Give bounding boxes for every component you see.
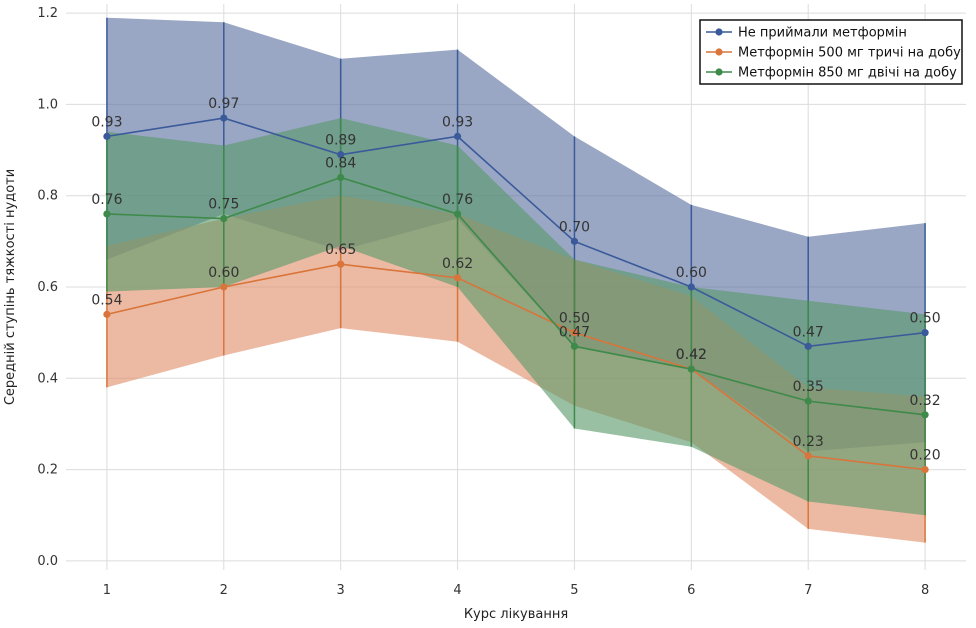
x-tick-label: 2 bbox=[220, 583, 228, 598]
x-tick-label: 1 bbox=[103, 583, 111, 598]
data-point bbox=[570, 342, 579, 350]
data-point bbox=[570, 329, 579, 337]
data-label: 0.93 bbox=[442, 114, 473, 130]
series-lines bbox=[106, 117, 926, 471]
data-point bbox=[921, 465, 929, 474]
data-label: 0.54 bbox=[91, 292, 122, 308]
series-line bbox=[106, 117, 926, 348]
data-point bbox=[337, 260, 345, 268]
data-point bbox=[570, 237, 579, 245]
confidence-band bbox=[106, 118, 926, 516]
y-axis-label: Середній ступінь тяжкості нудоти bbox=[3, 169, 18, 405]
data-label: 0.23 bbox=[793, 434, 824, 450]
legend-label: Метформін 850 мг двічі на добу bbox=[738, 66, 957, 81]
data-point bbox=[804, 397, 812, 405]
x-tick-label: 6 bbox=[687, 583, 695, 598]
data-point bbox=[103, 132, 111, 140]
data-labels: 0.930.970.890.930.700.600.470.500.540.60… bbox=[91, 96, 940, 463]
data-label: 0.97 bbox=[208, 96, 239, 112]
y-tick-label: 1.2 bbox=[37, 6, 58, 21]
data-point bbox=[103, 210, 111, 218]
legend-items: Не приймали метформін Метформін 500 мг тр… bbox=[706, 26, 961, 81]
legend-label: Метформін 500 мг тричі на добу bbox=[738, 46, 961, 61]
data-points bbox=[103, 114, 929, 474]
legend-swatch-marker bbox=[715, 68, 723, 76]
data-label: 0.50 bbox=[559, 311, 590, 327]
data-point bbox=[687, 365, 695, 373]
legend-swatch-marker bbox=[715, 28, 723, 36]
data-point bbox=[337, 151, 345, 159]
data-label: 0.62 bbox=[442, 256, 473, 272]
y-tick-label: 0.2 bbox=[37, 463, 58, 478]
data-point bbox=[220, 214, 228, 223]
x-tick-label: 4 bbox=[453, 583, 461, 598]
data-label: 0.42 bbox=[676, 347, 707, 363]
data-point bbox=[921, 411, 929, 419]
x-tick-label: 8 bbox=[921, 583, 929, 598]
data-point bbox=[804, 342, 812, 350]
y-tick-label: 1.0 bbox=[37, 97, 58, 112]
data-label: 0.32 bbox=[910, 393, 941, 409]
data-label: 0.42 bbox=[676, 347, 707, 363]
y-tick-label: 0.4 bbox=[37, 371, 58, 386]
series-line bbox=[106, 176, 926, 416]
series-line bbox=[106, 263, 926, 471]
data-point bbox=[220, 114, 228, 122]
data-point bbox=[921, 329, 929, 337]
data-label: 0.89 bbox=[325, 133, 356, 149]
data-point bbox=[687, 283, 695, 291]
data-label: 0.60 bbox=[676, 265, 707, 281]
data-label: 0.60 bbox=[208, 265, 239, 281]
legend-box bbox=[699, 19, 963, 85]
data-label: 0.65 bbox=[325, 242, 356, 258]
y-tick-label: 0.6 bbox=[37, 280, 58, 295]
data-label: 0.93 bbox=[91, 114, 122, 130]
data-label: 0.76 bbox=[91, 192, 122, 208]
data-point bbox=[453, 132, 462, 140]
legend: Не приймали метформін Метформін 500 мг тр… bbox=[699, 19, 963, 85]
data-point bbox=[453, 210, 462, 218]
data-label: 0.76 bbox=[442, 192, 473, 208]
data-label: 0.20 bbox=[910, 448, 941, 464]
data-point bbox=[804, 452, 812, 460]
data-label: 0.35 bbox=[793, 379, 824, 395]
legend-label: Не приймали метформін bbox=[738, 26, 907, 41]
data-label: 0.47 bbox=[559, 324, 590, 340]
data-label: 0.50 bbox=[910, 311, 941, 327]
data-point bbox=[453, 274, 462, 282]
data-point bbox=[337, 173, 345, 182]
confidence-bands bbox=[106, 17, 926, 543]
legend-swatch-marker bbox=[715, 48, 723, 56]
y-tick-label: 0.0 bbox=[37, 554, 58, 569]
tick-labels: 0.0 0.2 0.4 0.6 0.8 1.0 1.2 1 2 3 4 5 6 7 8 bbox=[37, 6, 929, 598]
data-point bbox=[103, 310, 111, 318]
x-tick-label: 3 bbox=[337, 583, 345, 598]
data-label: 0.47 bbox=[793, 324, 824, 340]
y-tick-label: 0.8 bbox=[37, 189, 58, 204]
data-label: 0.75 bbox=[208, 197, 239, 213]
x-tick-label: 5 bbox=[570, 583, 578, 598]
x-axis-label: Курс лікування bbox=[464, 607, 568, 622]
x-tick-label: 7 bbox=[804, 583, 812, 598]
data-label: 0.70 bbox=[559, 219, 590, 235]
data-point bbox=[220, 283, 228, 291]
data-label: 0.84 bbox=[325, 155, 356, 171]
